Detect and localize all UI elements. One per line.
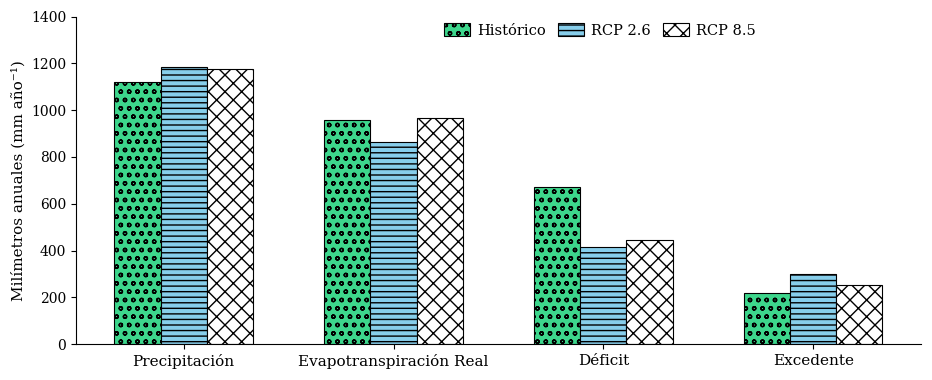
Bar	[207, 69, 253, 344]
Bar	[324, 120, 370, 344]
Bar	[626, 240, 673, 344]
Bar	[836, 285, 883, 344]
Bar	[534, 187, 581, 344]
Bar	[417, 119, 463, 344]
Bar	[370, 142, 417, 344]
Legend: Histórico, RCP 2.6, RCP 8.5: Histórico, RCP 2.6, RCP 8.5	[438, 17, 761, 44]
Bar	[744, 293, 790, 344]
Y-axis label: Milímetros anuales (mm año⁻¹): Milímetros anuales (mm año⁻¹)	[11, 60, 25, 301]
Bar	[115, 82, 160, 344]
Bar	[160, 67, 207, 344]
Bar	[581, 247, 626, 344]
Bar	[790, 274, 836, 344]
